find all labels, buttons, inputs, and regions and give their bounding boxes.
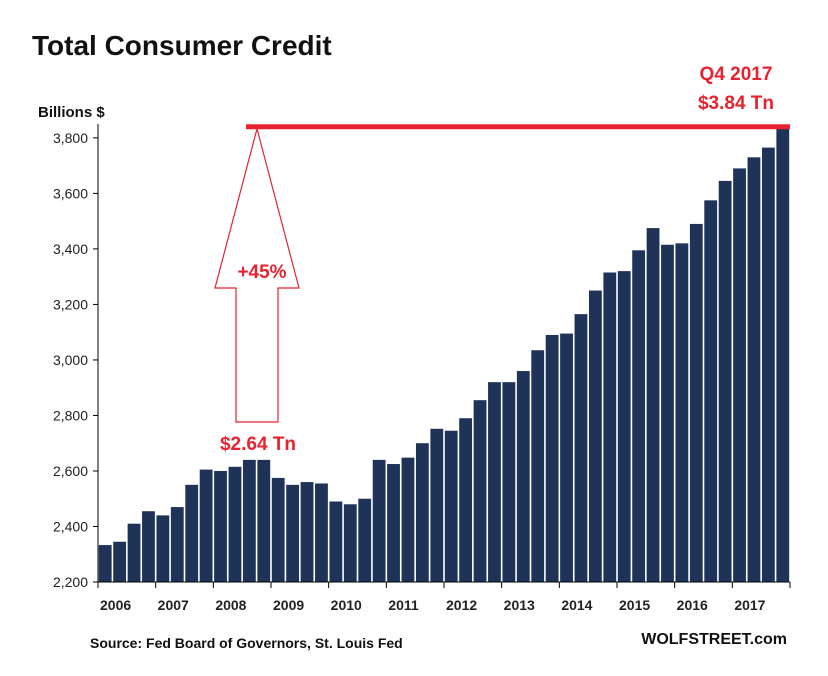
bar bbox=[142, 511, 155, 582]
y-tick-label: 3,800 bbox=[53, 130, 88, 146]
bar bbox=[170, 507, 184, 582]
bar bbox=[776, 126, 790, 582]
x-tick-label: 2006 bbox=[100, 597, 131, 613]
brand-credit: WOLFSTREET.com bbox=[641, 631, 787, 648]
bar bbox=[415, 443, 429, 582]
bar bbox=[661, 244, 674, 582]
bar bbox=[689, 223, 703, 582]
latest-period-annotation: Q4 2017 bbox=[700, 64, 773, 85]
y-tick-label: 2,200 bbox=[53, 574, 88, 590]
bar bbox=[545, 334, 559, 582]
y-tick-label: 2,800 bbox=[53, 407, 88, 423]
x-tick-label: 2012 bbox=[446, 597, 477, 613]
bar bbox=[747, 157, 761, 583]
bar bbox=[444, 430, 458, 582]
latest-value-annotation: $3.84 Tn bbox=[698, 93, 774, 114]
x-tick-label: 2009 bbox=[273, 597, 304, 613]
bar bbox=[98, 545, 112, 582]
x-tick-label: 2013 bbox=[504, 597, 535, 613]
bar bbox=[271, 477, 285, 582]
bar bbox=[286, 484, 300, 582]
bar bbox=[632, 250, 646, 582]
bar bbox=[502, 382, 516, 582]
bar bbox=[646, 228, 660, 582]
bar bbox=[343, 504, 357, 582]
bar bbox=[718, 180, 732, 583]
bar bbox=[127, 523, 141, 582]
bar bbox=[761, 147, 775, 582]
x-axis-ticks: 2006 2007 2008 2009 2010 2011 2012 2013 2014 2015… bbox=[97, 582, 791, 613]
x-tick-label: 2014 bbox=[561, 597, 592, 613]
bar bbox=[430, 428, 444, 582]
bar bbox=[199, 469, 213, 582]
bar bbox=[733, 168, 746, 583]
x-tick-label: 2010 bbox=[331, 597, 362, 613]
bar bbox=[185, 484, 199, 582]
x-tick-label: 2007 bbox=[158, 597, 189, 613]
y-tick-label: 3,000 bbox=[53, 352, 88, 368]
chart-title: Total Consumer Credit bbox=[32, 30, 332, 61]
bar bbox=[257, 459, 271, 582]
bar bbox=[358, 498, 372, 582]
bars bbox=[98, 126, 790, 583]
y-tick-label: 3,200 bbox=[53, 296, 88, 312]
bar bbox=[113, 541, 127, 582]
source-note: Source: Fed Board of Governors, St. Loui… bbox=[90, 635, 403, 651]
y-tick-label: 3,400 bbox=[53, 241, 88, 257]
bar bbox=[603, 272, 617, 582]
bar bbox=[488, 382, 501, 582]
y-tick-label: 2,400 bbox=[53, 518, 88, 534]
y-tick-label: 2,600 bbox=[53, 463, 88, 479]
bar bbox=[675, 243, 689, 582]
bar bbox=[617, 271, 631, 582]
x-tick-label: 2017 bbox=[734, 597, 765, 613]
x-tick-label: 2016 bbox=[677, 597, 708, 613]
increase-arrow-icon bbox=[214, 126, 300, 423]
bar bbox=[704, 200, 718, 583]
y-axis-label: Billions $ bbox=[38, 104, 105, 121]
bar bbox=[473, 400, 487, 582]
low-annotation: $2.64 Tn bbox=[220, 434, 296, 455]
x-tick-label: 2015 bbox=[619, 597, 650, 613]
bar bbox=[588, 290, 602, 582]
bar bbox=[560, 333, 573, 582]
bar bbox=[300, 482, 314, 582]
y-tick-label: 3,600 bbox=[53, 185, 88, 201]
y-axis-ticks: 2,200 2,400 2,600 2,800 3,000 3,200 3,400 3,600… bbox=[53, 130, 98, 590]
change-annotation: +45% bbox=[237, 262, 286, 283]
bar bbox=[315, 483, 328, 582]
bar bbox=[387, 464, 400, 582]
bar bbox=[372, 459, 386, 582]
bar bbox=[574, 314, 588, 582]
bar bbox=[228, 466, 242, 582]
bar bbox=[459, 418, 473, 582]
bar bbox=[242, 459, 256, 582]
bar bbox=[401, 457, 415, 582]
bar bbox=[329, 501, 343, 582]
bar bbox=[516, 371, 530, 582]
bar bbox=[531, 350, 545, 582]
x-tick-label: 2008 bbox=[215, 597, 246, 613]
bar bbox=[156, 515, 170, 582]
bar bbox=[214, 470, 227, 582]
x-tick-label: 2011 bbox=[388, 597, 419, 613]
